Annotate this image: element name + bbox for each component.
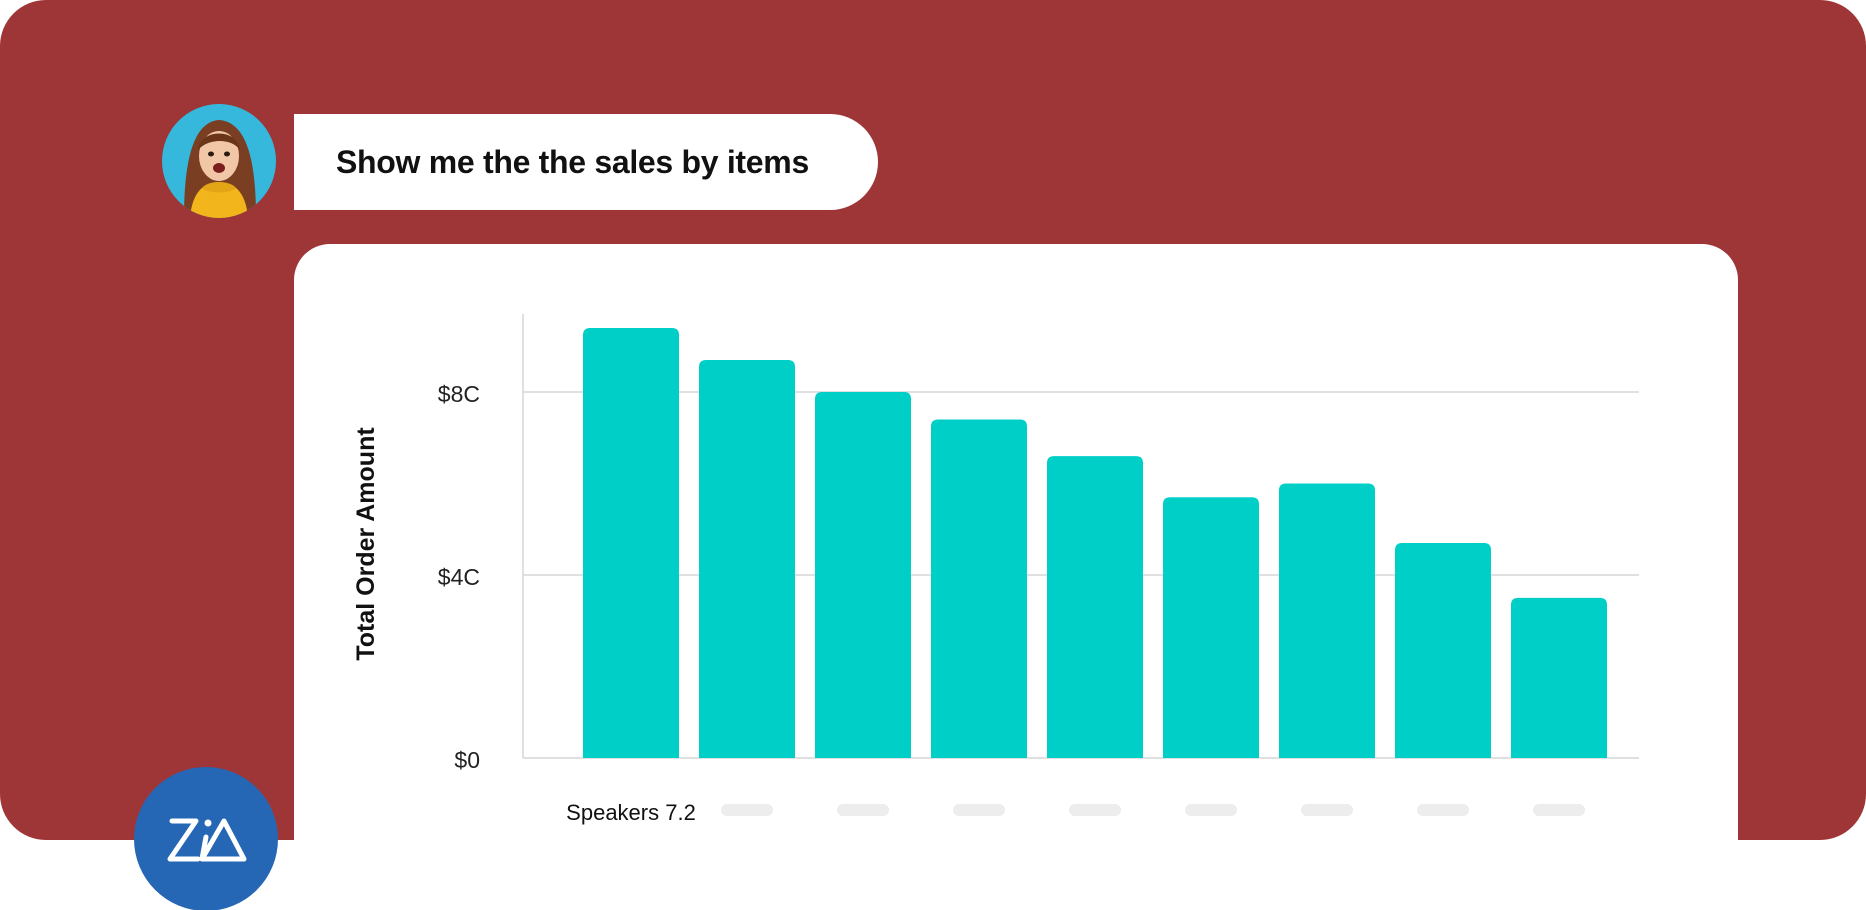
bar [1279,483,1375,758]
x-tick-placeholder [1533,804,1585,816]
x-tick-placeholder [953,804,1005,816]
x-tick-placeholder [1069,804,1121,816]
sales-bar-chart: $0 $4C $8C Speakers 7.2 Total Order Amount [352,314,1639,825]
user-avatar [162,104,276,218]
x-tick-placeholder [1301,804,1353,816]
avatar-image [162,104,276,218]
x-tick-placeholder [721,804,773,816]
bar [1395,543,1491,758]
x-tick-labels: Speakers 7.2 [566,800,1585,825]
bar [1047,456,1143,758]
y-tick-label: $8C [438,381,480,407]
y-ticks: $0 $4C $8C [438,381,480,773]
prompt-bubble: Show me the the sales by items [294,114,878,210]
bar [699,360,795,758]
y-tick-label: $0 [454,747,480,773]
bar [931,419,1027,758]
bar [815,392,911,758]
zia-badge [134,767,278,910]
zia-logo-icon [167,818,247,862]
prompt-text: Show me the the sales by items [336,143,809,180]
bar [583,328,679,758]
x-tick-label: Speakers 7.2 [566,800,696,825]
y-tick-label: $4C [438,564,480,590]
bars [583,328,1607,758]
y-axis-title: Total Order Amount [352,427,380,661]
x-tick-placeholder [1417,804,1469,816]
bar [1511,597,1607,758]
x-tick-placeholder [1185,804,1237,816]
x-tick-placeholder [837,804,889,816]
bar [1163,497,1259,758]
chart-card: $0 $4C $8C Speakers 7.2 Total Order Amount [294,244,1738,910]
